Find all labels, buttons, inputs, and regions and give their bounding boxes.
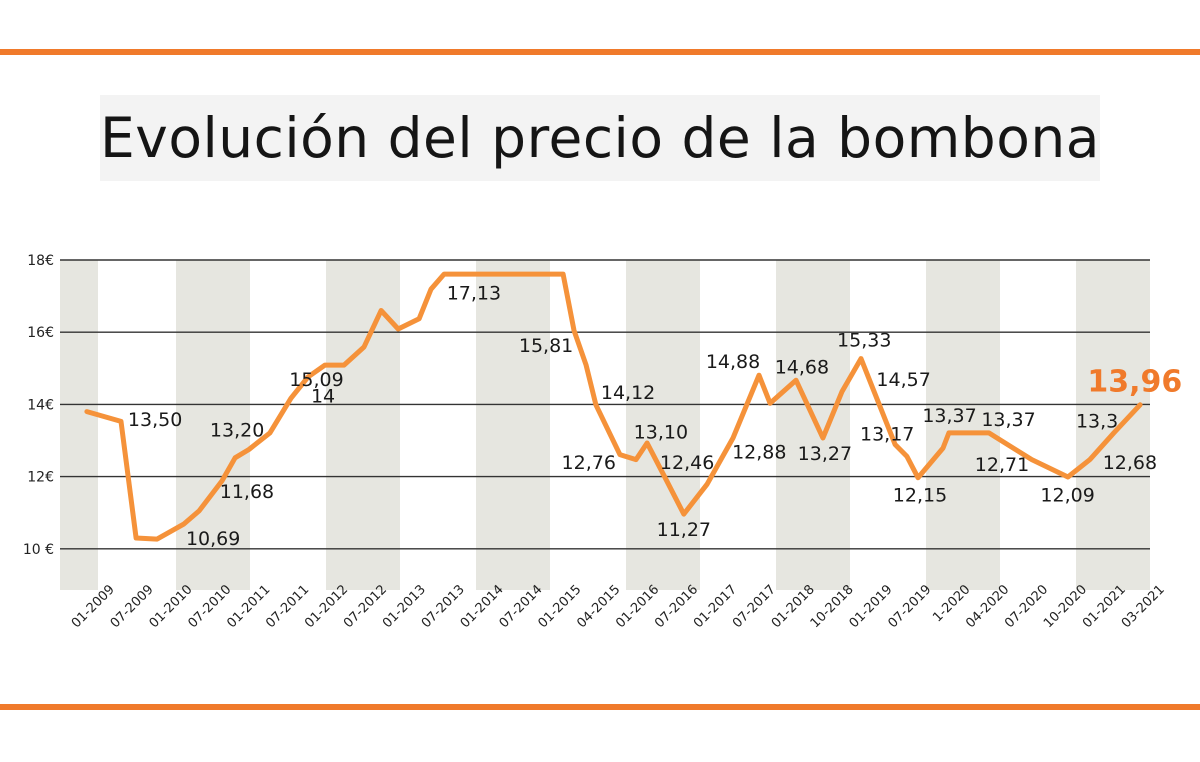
- data-label: 12,71: [975, 454, 1029, 476]
- data-label: 15,09: [289, 369, 343, 391]
- data-label: 12,46: [660, 452, 714, 474]
- data-label: 13,20: [210, 420, 264, 442]
- background-band: [626, 260, 700, 590]
- data-label: 11,68: [220, 481, 274, 503]
- data-label: 17,13: [447, 282, 501, 304]
- data-label: 14,57: [876, 369, 930, 391]
- y-tick-label: 16€: [27, 325, 54, 341]
- data-label: 15,81: [519, 335, 573, 357]
- background-band: [326, 260, 400, 590]
- data-label: 12,88: [732, 441, 786, 463]
- data-label: 14,68: [775, 356, 829, 378]
- data-label: 11,27: [657, 519, 711, 541]
- background-band: [776, 260, 850, 590]
- title-box: Evolución del precio de la bombona: [100, 95, 1100, 181]
- y-tick-label: 12€: [27, 470, 54, 486]
- background-band: [926, 260, 1000, 590]
- data-label: 14,88: [706, 351, 760, 373]
- data-label: 14: [311, 385, 335, 407]
- x-tick-label: 07-2019: [885, 582, 934, 631]
- background-band: [60, 260, 98, 590]
- data-label: 12,09: [1040, 485, 1094, 507]
- background-band: [476, 260, 550, 590]
- data-label: 13,50: [128, 409, 182, 431]
- data-label: 13,37: [922, 405, 976, 427]
- data-label: 13,17: [860, 423, 914, 445]
- data-label: 12,76: [562, 452, 616, 474]
- y-tick-label: 10 €: [23, 542, 54, 558]
- data-label: 15,33: [837, 329, 891, 351]
- top-orange-rule: [0, 49, 1200, 55]
- y-tick-label: 18€: [27, 253, 54, 269]
- price-line: [84, 271, 1143, 542]
- data-label: 14,12: [601, 382, 655, 404]
- data-label: 10,69: [186, 528, 240, 550]
- data-label: 13,3: [1076, 411, 1118, 433]
- data-label: 13,10: [634, 421, 688, 443]
- data-label: 13,27: [798, 443, 852, 465]
- background-band: [176, 260, 250, 590]
- data-label: 12,15: [893, 485, 947, 507]
- latest-price-label: 13,96: [1087, 365, 1182, 400]
- data-label: 13,37: [981, 409, 1035, 431]
- chart-title: Evolución del precio de la bombona: [100, 106, 1100, 170]
- background-band: [1076, 260, 1150, 590]
- bottom-orange-rule: [0, 704, 1200, 710]
- data-label: 12,68: [1103, 452, 1157, 474]
- y-tick-label: 14€: [27, 397, 54, 413]
